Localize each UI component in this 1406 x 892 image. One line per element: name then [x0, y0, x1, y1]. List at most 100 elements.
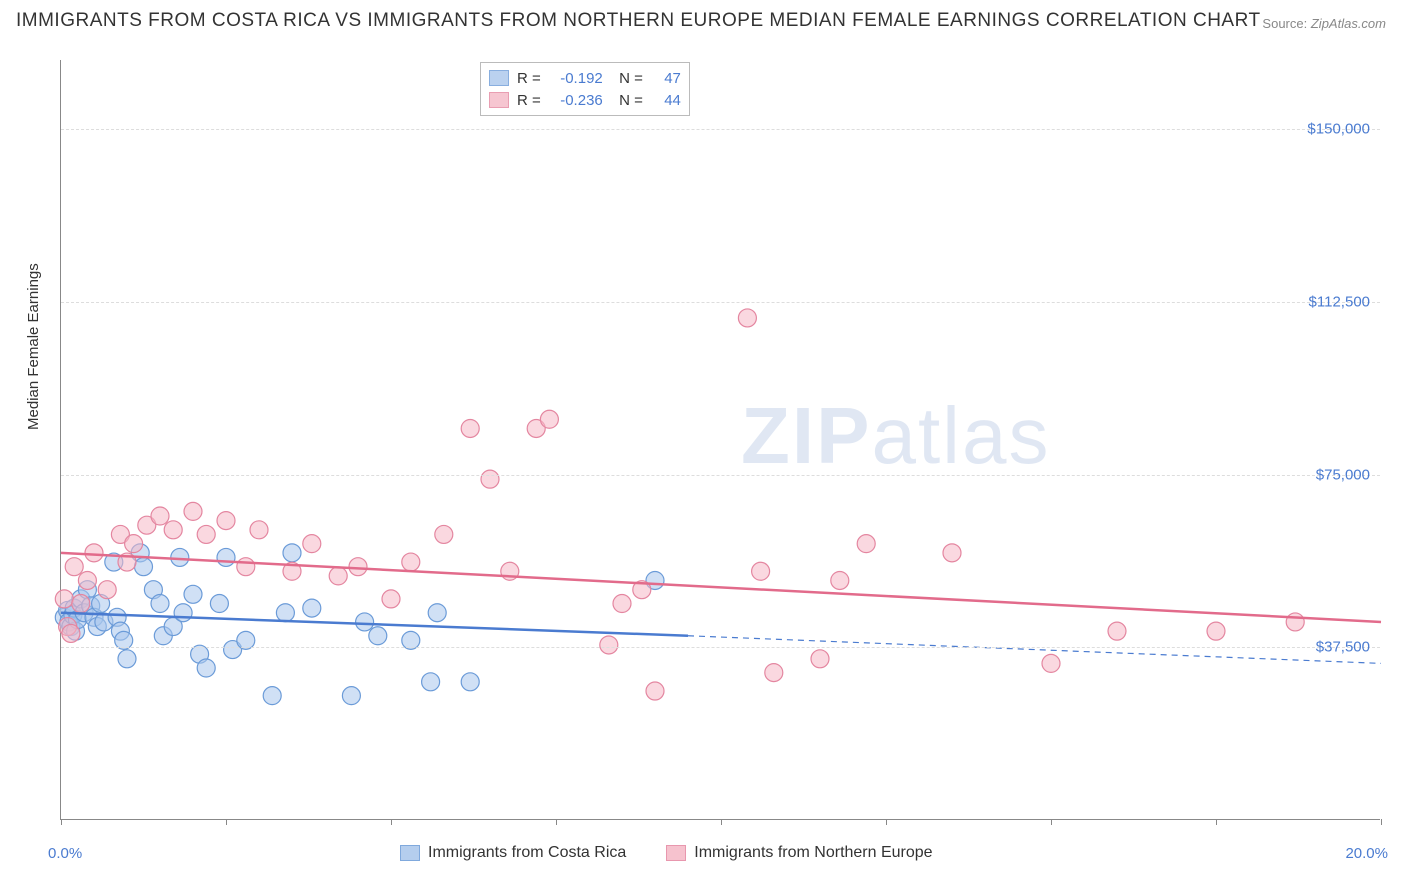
x-tick — [1051, 819, 1052, 825]
data-point — [197, 525, 215, 543]
data-point — [174, 604, 192, 622]
data-point — [857, 535, 875, 553]
series-label: Immigrants from Costa Rica — [428, 844, 626, 862]
data-point — [164, 521, 182, 539]
data-point — [55, 590, 73, 608]
trend-line-dashed — [688, 636, 1381, 664]
data-point — [461, 419, 479, 437]
data-point — [600, 636, 618, 654]
series-legend: Immigrants from Costa Rica Immigrants fro… — [400, 844, 933, 862]
gridline — [61, 129, 1380, 130]
data-point — [613, 595, 631, 613]
x-tick — [61, 819, 62, 825]
x-tick-end: 20.0% — [1345, 845, 1388, 862]
y-tick-label: $150,000 — [1307, 121, 1370, 138]
data-point — [217, 548, 235, 566]
data-point — [1042, 654, 1060, 672]
source-attribution: Source: ZipAtlas.com — [1262, 16, 1386, 31]
legend-r-value: -0.236 — [549, 92, 603, 109]
data-point — [276, 604, 294, 622]
data-point — [210, 595, 228, 613]
data-point — [811, 650, 829, 668]
data-point — [1286, 613, 1304, 631]
legend-n-value: 47 — [651, 70, 681, 87]
data-point — [356, 613, 374, 631]
x-tick — [391, 819, 392, 825]
data-point — [78, 571, 96, 589]
legend-n-label: N = — [611, 70, 643, 87]
x-tick — [721, 819, 722, 825]
data-point — [329, 567, 347, 585]
data-point — [303, 535, 321, 553]
data-point — [349, 558, 367, 576]
data-point — [125, 535, 143, 553]
data-point — [85, 544, 103, 562]
data-point — [237, 558, 255, 576]
gridline — [61, 302, 1380, 303]
data-point — [752, 562, 770, 580]
series-legend-item: Immigrants from Costa Rica — [400, 844, 626, 862]
data-point — [303, 599, 321, 617]
y-tick-label: $112,500 — [1309, 293, 1370, 310]
legend-swatch — [400, 845, 420, 861]
legend-n-value: 44 — [651, 92, 681, 109]
data-point — [738, 309, 756, 327]
data-point — [435, 525, 453, 543]
data-point — [540, 410, 558, 428]
data-point — [184, 502, 202, 520]
legend-r-label: R = — [517, 92, 541, 109]
data-point — [72, 595, 90, 613]
data-point — [481, 470, 499, 488]
data-point — [65, 558, 83, 576]
chart-title: IMMIGRANTS FROM COSTA RICA VS IMMIGRANTS… — [16, 10, 1261, 32]
legend-swatch — [489, 70, 509, 86]
data-point — [62, 624, 80, 642]
plot-area: ZIPatlas $37,500$75,000$112,500$150,000 — [60, 60, 1380, 820]
data-point — [151, 595, 169, 613]
data-point — [369, 627, 387, 645]
data-point — [135, 558, 153, 576]
data-point — [184, 585, 202, 603]
legend-row: R = -0.236 N = 44 — [489, 89, 681, 111]
data-point — [171, 548, 189, 566]
data-point — [217, 512, 235, 530]
data-point — [831, 571, 849, 589]
y-tick-label: $75,000 — [1316, 466, 1370, 483]
data-point — [422, 673, 440, 691]
data-point — [283, 544, 301, 562]
legend-r-label: R = — [517, 70, 541, 87]
data-point — [765, 664, 783, 682]
series-label: Immigrants from Northern Europe — [694, 844, 932, 862]
x-tick-start: 0.0% — [48, 845, 82, 862]
source-value: ZipAtlas.com — [1311, 16, 1386, 31]
data-point — [461, 673, 479, 691]
source-label: Source: — [1262, 16, 1307, 31]
data-point — [943, 544, 961, 562]
series-legend-item: Immigrants from Northern Europe — [666, 844, 932, 862]
x-tick — [1381, 819, 1382, 825]
data-point — [197, 659, 215, 677]
y-axis-label: Median Female Earnings — [25, 263, 42, 430]
legend-row: R = -0.192 N = 47 — [489, 67, 681, 89]
data-point — [646, 682, 664, 700]
data-point — [98, 581, 116, 599]
data-point — [402, 553, 420, 571]
gridline — [61, 647, 1380, 648]
data-point — [382, 590, 400, 608]
data-point — [342, 687, 360, 705]
legend-n-label: N = — [611, 92, 643, 109]
data-point — [250, 521, 268, 539]
data-point — [263, 687, 281, 705]
data-point — [428, 604, 446, 622]
y-tick-label: $37,500 — [1316, 639, 1370, 656]
legend-swatch — [666, 845, 686, 861]
legend-swatch — [489, 92, 509, 108]
x-tick — [226, 819, 227, 825]
chart-svg — [61, 60, 1380, 819]
x-tick — [556, 819, 557, 825]
data-point — [1108, 622, 1126, 640]
x-tick — [886, 819, 887, 825]
data-point — [151, 507, 169, 525]
legend-r-value: -0.192 — [549, 70, 603, 87]
data-point — [118, 650, 136, 668]
